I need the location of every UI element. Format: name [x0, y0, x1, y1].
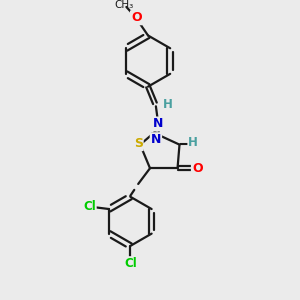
Text: N: N [153, 118, 163, 130]
Text: N: N [151, 133, 161, 146]
Text: H: H [188, 136, 198, 149]
Text: S: S [134, 137, 143, 150]
Text: Cl: Cl [83, 200, 96, 213]
Text: CH₃: CH₃ [115, 0, 134, 10]
Text: O: O [192, 162, 202, 175]
Text: Cl: Cl [124, 257, 137, 270]
Text: H: H [163, 98, 172, 111]
Text: O: O [131, 11, 142, 24]
